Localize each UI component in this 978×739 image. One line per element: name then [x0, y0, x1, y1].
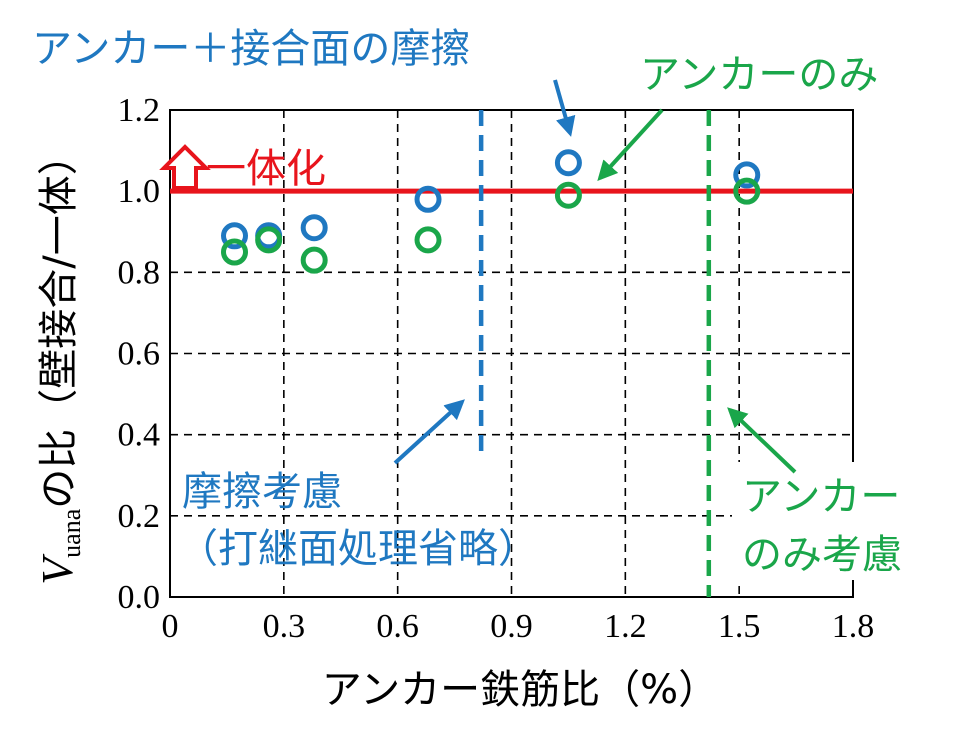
label-anchor-only: アンカーのみ	[640, 52, 878, 98]
x-tick-label: 0.6	[376, 608, 419, 645]
label-anchor-only-considered-2: のみ考慮	[742, 532, 902, 578]
y-tick-label: 0.8	[118, 254, 161, 291]
y-tick-label: 1.0	[118, 173, 161, 210]
y-axis-title: Vuanaの比（壁接合/一体）	[33, 135, 86, 584]
y-axis-title-rest: の比（壁接合/一体）	[36, 135, 82, 508]
point-anchor-only	[300, 246, 328, 274]
reference-lines	[170, 110, 853, 597]
y-tick-label: 0.2	[118, 498, 161, 535]
point-anchor-only	[221, 238, 249, 266]
y-axis-title-v: V	[33, 553, 82, 585]
arrow-anchor-only-considered	[727, 407, 797, 474]
label-monolithic: 一体化	[206, 146, 326, 192]
y-axis-title-sub: uana	[57, 508, 86, 558]
label-bg-anchor-only-considered	[732, 462, 932, 580]
x-tick-label: 1.5	[718, 608, 761, 645]
y-tick-label: 0.0	[118, 579, 161, 616]
x-tick-label: 1.2	[604, 608, 647, 645]
y-tick-label: 0.6	[118, 336, 161, 373]
arrow-anchor-plus-friction	[553, 79, 576, 137]
x-tick-label: 0.9	[490, 608, 533, 645]
point-anchor-plus-friction	[300, 214, 328, 242]
plot-frame	[169, 109, 854, 598]
x-axis-title: アンカー鉄筋比（%）	[322, 667, 718, 713]
x-tick-label: 0	[162, 608, 179, 645]
point-anchor-plus-friction	[414, 185, 442, 213]
x-tick-label: 1.8	[832, 608, 875, 645]
label-anchor-only-considered-1: アンカー	[742, 474, 900, 520]
point-anchor-only	[255, 226, 283, 254]
x-tick-labels: 0 0.3 0.6 0.9 1.2 1.5 1.8	[162, 608, 875, 645]
y-tick-labels: 0.0 0.2 0.4 0.6 0.8 1.0 1.2	[118, 92, 161, 616]
y-tick-label: 0.4	[118, 417, 161, 454]
point-anchor-plus-friction	[733, 161, 761, 189]
arrow-anchor-only	[597, 108, 664, 181]
x-tick-label: 0.3	[263, 608, 306, 645]
point-anchor-plus-friction	[554, 149, 582, 177]
label-friction-considered-2: （打継面処理省略）	[178, 526, 538, 572]
label-friction-considered-1: 摩擦考慮	[182, 469, 342, 515]
up-arrow-icon	[159, 144, 211, 190]
point-anchor-plus-friction	[221, 222, 249, 250]
data-points	[221, 149, 761, 274]
label-anchor-plus-friction: アンカー＋接合面の摩擦	[32, 26, 470, 72]
arrow-friction-considered	[393, 399, 465, 465]
point-anchor-only	[414, 226, 442, 254]
point-anchor-only	[733, 177, 761, 205]
y-tick-label: 1.2	[118, 92, 161, 129]
point-anchor-only	[554, 181, 582, 209]
